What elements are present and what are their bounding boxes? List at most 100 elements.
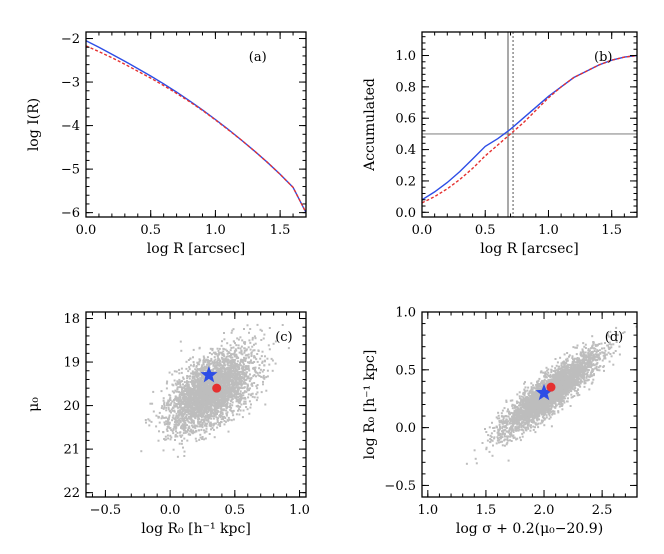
scatter-point xyxy=(228,361,231,364)
scatter-point xyxy=(196,381,199,384)
scatter-point xyxy=(177,406,180,409)
scatter-point xyxy=(184,430,187,433)
scatter-point xyxy=(604,342,606,344)
scatter-point xyxy=(543,418,546,421)
scatter-point xyxy=(155,425,158,428)
x-tick-label: 1.5 xyxy=(601,223,622,238)
scatter-point xyxy=(243,328,245,330)
scatter-point xyxy=(233,391,236,394)
scatter-point xyxy=(255,393,258,396)
scatter-point xyxy=(170,411,172,414)
scatter-point xyxy=(190,417,193,420)
scatter-point xyxy=(201,426,204,429)
scatter-point xyxy=(184,419,187,422)
scatter-point xyxy=(196,392,199,395)
scatter-point xyxy=(202,375,205,378)
scatter-point xyxy=(233,387,236,390)
scatter-point xyxy=(503,420,506,423)
scatter-point xyxy=(230,361,233,364)
scatter-point xyxy=(221,400,224,403)
scatter-point xyxy=(237,386,240,389)
scatter-point xyxy=(222,394,225,397)
scatter-point xyxy=(596,354,598,357)
scatter-point xyxy=(181,419,184,422)
scatter-point xyxy=(260,355,263,358)
scatter-point xyxy=(198,402,201,405)
scatter-point xyxy=(190,393,193,396)
scatter-point xyxy=(181,412,183,415)
scatter-point xyxy=(227,397,230,400)
scatter-point xyxy=(202,378,205,381)
scatter-point xyxy=(215,370,218,373)
scatter-point xyxy=(175,412,178,415)
scatter-point xyxy=(178,400,181,403)
scatter-point xyxy=(205,424,208,427)
scatter-point xyxy=(228,389,231,392)
scatter-point xyxy=(258,367,261,370)
scatter-point xyxy=(568,366,570,369)
scatter-point xyxy=(221,404,224,407)
scatter-point xyxy=(200,428,203,431)
scatter-point xyxy=(190,391,193,393)
scatter-point xyxy=(188,368,191,371)
scatter-point xyxy=(228,369,231,372)
scatter-point xyxy=(194,396,197,398)
scatter-point xyxy=(241,387,244,390)
scatter-point xyxy=(581,349,584,352)
scatter-point xyxy=(593,358,596,361)
scatter-point xyxy=(545,416,548,419)
scatter-point xyxy=(184,401,187,404)
scatter-point xyxy=(224,359,227,362)
scatter-point xyxy=(210,412,212,415)
scatter-point xyxy=(186,402,189,405)
scatter-point xyxy=(172,406,175,409)
scatter-point xyxy=(240,398,243,401)
scatter-point xyxy=(173,370,176,373)
scatter-point xyxy=(198,379,201,382)
scatter-point xyxy=(244,373,247,376)
scatter-point xyxy=(172,399,175,402)
scatter-point xyxy=(184,387,187,390)
scatter-point xyxy=(181,397,184,400)
scatter-point xyxy=(250,359,252,362)
scatter-point xyxy=(179,421,182,424)
scatter-point xyxy=(226,372,229,375)
scatter-point xyxy=(225,392,227,394)
scatter-point xyxy=(220,371,223,374)
scatter-point xyxy=(235,362,238,365)
scatter-point xyxy=(220,351,222,354)
scatter-point xyxy=(201,367,204,370)
scatter-point xyxy=(245,348,248,351)
scatter-point xyxy=(225,395,228,398)
scatter-point xyxy=(203,424,206,427)
scatter-point xyxy=(490,436,493,438)
scatter-point xyxy=(558,402,561,405)
scatter-point xyxy=(198,422,201,424)
scatter-point xyxy=(554,376,557,378)
scatter-point xyxy=(208,416,211,419)
scatter-point xyxy=(180,349,183,352)
scatter-point xyxy=(182,383,184,386)
scatter-point xyxy=(229,405,232,407)
scatter-point xyxy=(210,392,213,395)
scatter-point xyxy=(248,377,251,380)
scatter-point xyxy=(152,410,155,413)
scatter-point xyxy=(160,390,163,393)
scatter-point xyxy=(188,377,191,380)
scatter-point xyxy=(145,421,147,424)
scatter-point xyxy=(187,388,190,391)
scatter-point xyxy=(140,450,143,453)
scatter-point xyxy=(555,373,557,376)
scatter-point xyxy=(163,401,166,404)
scatter-point xyxy=(166,434,169,437)
scatter-point xyxy=(199,433,202,436)
scatter-point xyxy=(241,377,244,380)
scatter-point xyxy=(527,394,530,397)
scatter-point xyxy=(194,402,197,405)
scatter-point xyxy=(256,387,259,390)
scatter-point xyxy=(216,411,219,414)
scatter-point xyxy=(219,390,222,393)
axes-frame-a xyxy=(85,31,307,218)
scatter-point xyxy=(229,378,232,381)
scatter-point xyxy=(236,390,239,393)
